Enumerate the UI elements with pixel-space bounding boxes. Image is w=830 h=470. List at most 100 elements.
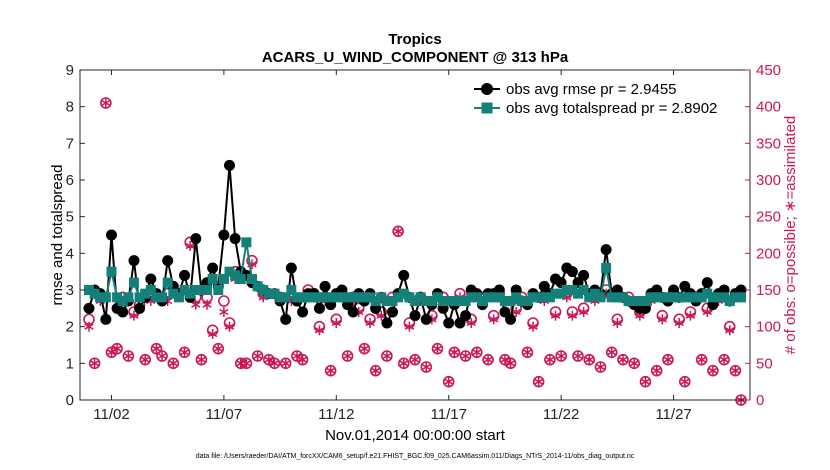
spread-point [719, 292, 730, 303]
spread-point [218, 274, 229, 284]
rmse-point [701, 277, 713, 289]
rmse-point [190, 233, 202, 245]
spread-point [556, 288, 567, 299]
spread-point [410, 296, 420, 306]
spread-point [275, 292, 286, 303]
spread-point [634, 296, 645, 306]
spread-point [466, 292, 477, 303]
obs-assimilated-point [556, 351, 566, 361]
y-tick-label: 9 [66, 62, 74, 79]
spread-point [258, 285, 269, 295]
spread-point [179, 285, 190, 295]
spread-point [696, 292, 707, 303]
spread-point [291, 292, 302, 303]
spread-point [325, 292, 336, 303]
spread-point [336, 292, 347, 303]
spread-point [286, 285, 297, 295]
spread-point [646, 292, 657, 303]
spread-point [685, 292, 696, 303]
spread-point [438, 296, 449, 306]
spread-point [168, 288, 179, 299]
spread-point [269, 288, 280, 299]
rmse-point [128, 255, 140, 267]
spread-point [308, 292, 319, 303]
obs-assimilated-point [421, 362, 431, 372]
spread-point [578, 285, 589, 295]
y-right-tick-label: 0 [756, 392, 764, 409]
series-layer [83, 97, 747, 406]
spread-point [370, 296, 381, 306]
y-tick-label: 8 [66, 99, 74, 116]
rmse-point [229, 233, 241, 245]
spread-point [230, 270, 241, 281]
obs-assimilated-point [241, 358, 252, 369]
spread-point [595, 292, 606, 303]
obs-assimilated-point [179, 347, 190, 358]
spread-point [544, 292, 555, 303]
chart-subtitle: ACARS_U_WIND_COMPONENT @ 313 hPa [262, 49, 569, 66]
spread-point [202, 285, 213, 295]
y-tick-label: 1 [66, 355, 74, 372]
obs-assimilated-point [325, 365, 336, 376]
obs-assimilated-point [533, 376, 544, 387]
x-tick-label: 11/07 [206, 406, 242, 423]
y-right-tick-label: 50 [756, 355, 773, 372]
spread-point [404, 292, 415, 303]
obs-assimilated-point [449, 347, 460, 358]
rmse-point [218, 229, 230, 241]
obs-assimilated-point [314, 325, 325, 336]
y-right-tick-label: 100 [756, 319, 781, 336]
spread-point [483, 292, 494, 303]
obs-assimilated-point [359, 343, 370, 354]
obs-assimilated-point [101, 98, 111, 108]
spread-point [651, 292, 662, 303]
obs-assimilated-point [123, 351, 134, 361]
plot-background [80, 70, 750, 400]
spread-point [674, 292, 685, 303]
x-tick-label: 11/12 [318, 406, 354, 423]
y-right-tick-label: 350 [756, 135, 781, 152]
spread-point [117, 296, 128, 306]
spread-point [443, 296, 454, 306]
spread-point [157, 292, 168, 303]
y-tick-label: 4 [66, 245, 74, 262]
obs-assimilated-point [584, 354, 594, 365]
rmse-point [381, 317, 393, 329]
spread-point [112, 292, 123, 303]
legend-spread-marker [481, 102, 493, 114]
spread-point [511, 292, 522, 303]
spread-point [573, 288, 584, 299]
spread-point [454, 296, 465, 306]
obs-assimilated-point [505, 358, 516, 369]
rmse-point [347, 306, 359, 318]
spread-point [516, 296, 527, 306]
spread-point [140, 288, 151, 299]
spread-point [128, 277, 139, 288]
obs-assimilated-point [460, 351, 471, 361]
legend-spread-label: obs avg totalspread pr = 2.8902 [506, 100, 717, 117]
obs-assimilated-point [224, 321, 235, 332]
obs-assimilated-point [522, 347, 533, 358]
obs-assimilated-point [545, 354, 555, 365]
spread-point [387, 296, 398, 306]
spread-point [606, 292, 617, 303]
spread-point [736, 292, 747, 303]
rmse-point [83, 302, 95, 314]
rmse-point [207, 262, 219, 274]
legend: obs avg rmse pr = 2.9455 obs avg totalsp… [470, 76, 740, 120]
obs-assimilated-point [213, 343, 223, 354]
obs-assimilated-point [612, 318, 623, 328]
spread-point [89, 288, 100, 299]
spread-point [162, 277, 173, 288]
rmse-point [505, 313, 517, 325]
obs-assimilated-point [89, 358, 100, 369]
spread-point [100, 292, 111, 303]
obs-assimilated-point [269, 358, 280, 369]
y-tick-label: 5 [66, 209, 74, 226]
spread-point [280, 292, 291, 303]
spread-point [297, 292, 308, 303]
legend-rmse-marker [481, 83, 493, 95]
obs-assimilated-point [207, 329, 218, 339]
spread-point [702, 288, 713, 299]
